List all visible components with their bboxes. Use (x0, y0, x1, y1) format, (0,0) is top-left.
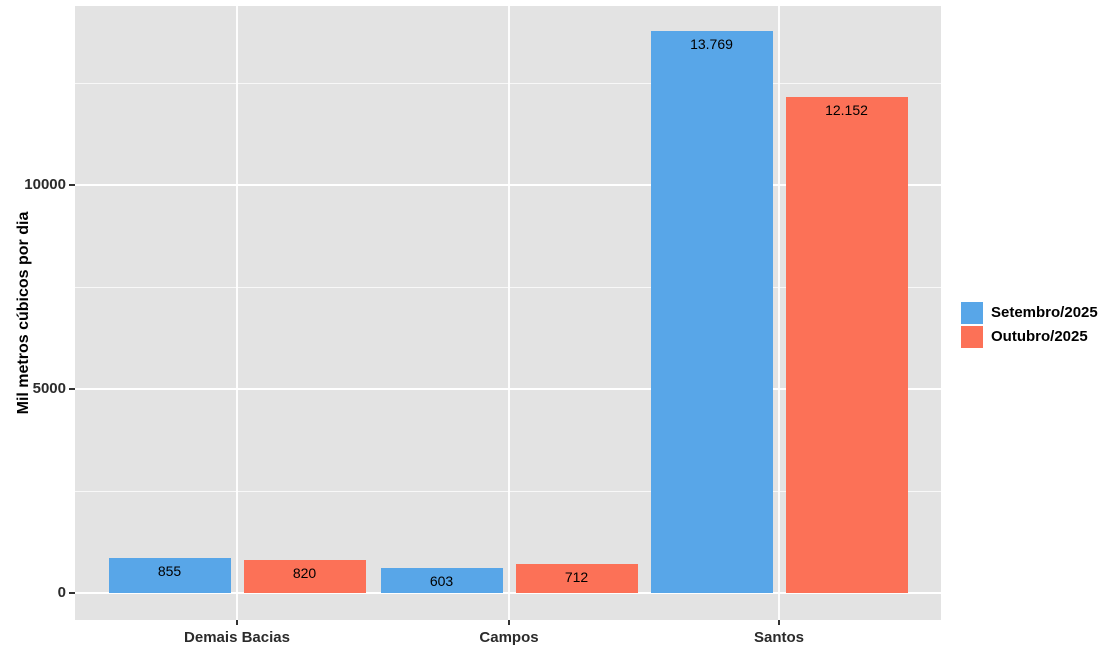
gridline-vertical-demais-bacias (236, 6, 238, 620)
legend-label-setembro-2025: Setembro/2025 (991, 304, 1098, 321)
y-tick-label-5000: 5000 (32, 380, 66, 397)
x-tick-label-campos: Campos (479, 629, 539, 646)
y-tick-mark-5000 (69, 388, 75, 390)
y-tick-mark-10000 (69, 184, 75, 186)
legend-key-outubro-2025 (961, 326, 983, 348)
gridline-vertical-santos (778, 6, 780, 620)
legend-label-outubro-2025: Outubro/2025 (991, 328, 1088, 345)
bar-value-label-outubro-2025-campos: 712 (564, 568, 589, 585)
bar-outubro-2025-santos (785, 97, 908, 593)
gridline-vertical-campos (508, 6, 510, 620)
bar-outubro-2025-campos (515, 563, 638, 593)
bar-outubro-2025-demais-bacias (243, 559, 366, 593)
legend-entry-outubro-2025: Outubro/2025 (961, 326, 1098, 348)
x-tick-label-demais-bacias: Demais Bacias (184, 629, 290, 646)
chart-panel: 855 603 13.769 820 712 12.152 (75, 6, 941, 620)
bar-value-label-setembro-2025-demais-bacias: 855 (157, 563, 182, 580)
bar-value-label-outubro-2025-santos: 12.152 (825, 102, 868, 119)
legend-entry-setembro-2025: Setembro/2025 (961, 302, 1098, 324)
x-tick-mark-campos (508, 620, 510, 625)
y-tick-label-0: 0 (57, 584, 66, 601)
y-tick-mark-0 (69, 592, 75, 594)
bar-setembro-2025-santos (650, 31, 773, 593)
x-tick-mark-demais-bacias (236, 620, 238, 625)
y-tick-label-10000: 10000 (24, 176, 66, 193)
legend-key-setembro-2025 (961, 302, 983, 324)
x-tick-label-santos: Santos (753, 629, 805, 646)
x-tick-mark-santos (778, 620, 780, 625)
bar-value-label-outubro-2025-demais-bacias: 820 (292, 564, 317, 581)
bar-value-label-setembro-2025-santos: 13.769 (690, 36, 733, 53)
bar-value-label-setembro-2025-campos: 603 (429, 573, 454, 590)
legend: Setembro/2025 Outubro/2025 (961, 302, 1098, 348)
bar-setembro-2025-demais-bacias (108, 558, 231, 593)
bar-setembro-2025-campos (380, 568, 503, 593)
